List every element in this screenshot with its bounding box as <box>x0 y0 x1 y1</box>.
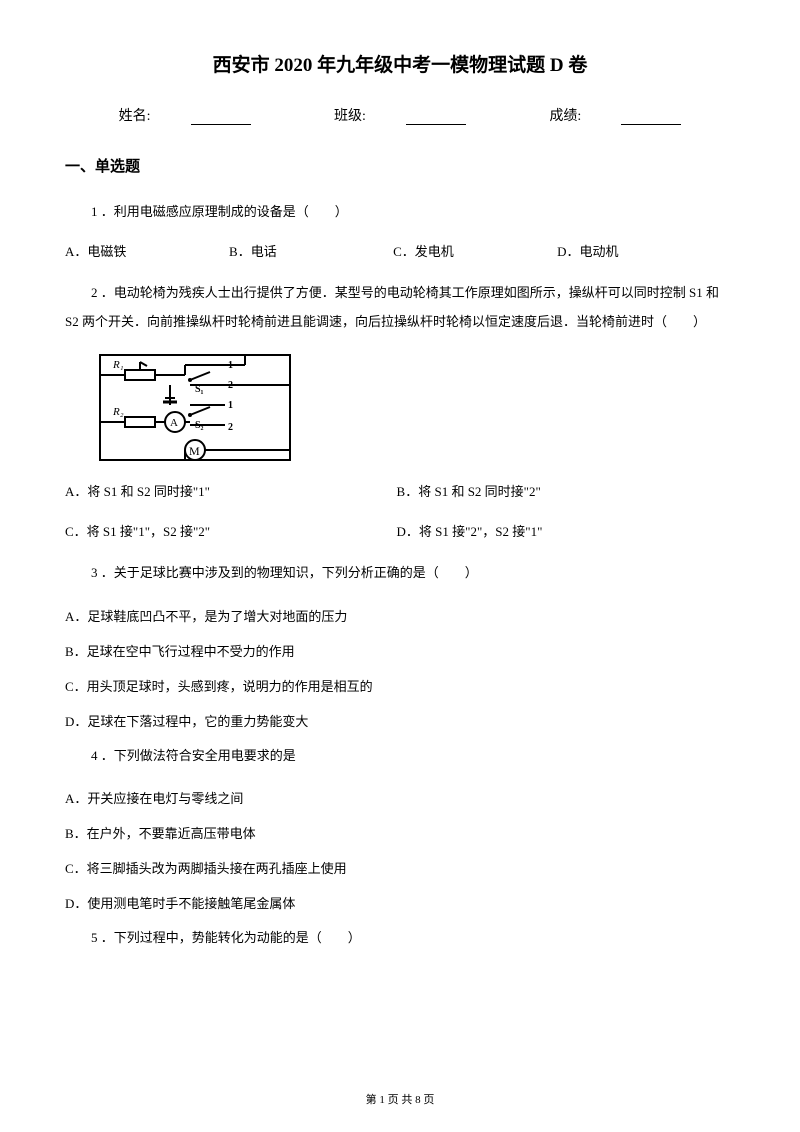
name-label: 姓名: <box>119 109 151 124</box>
svg-text:2: 2 <box>228 422 233 433</box>
page-footer: 第 1 页 共 8 页 <box>0 1091 800 1107</box>
svg-text:M: M <box>189 444 200 458</box>
q2-option-c: C．将 S1 接"1"，S2 接"2" <box>65 519 393 545</box>
q1-option-b: B．电话 <box>229 239 390 265</box>
q4-stem: 4 ．下列做法符合安全用电要求的是 <box>65 742 735 769</box>
q4-option-c: C．将三脚插头改为两脚插头接在两孔插座上使用 <box>65 853 735 884</box>
q3-stem: 3 ．关于足球比赛中涉及到的物理知识，下列分析正确的是（ ） <box>65 559 735 586</box>
q1-options: A．电磁铁 B．电话 C．发电机 D．电动机 <box>65 239 735 265</box>
score-label: 成绩: <box>549 109 581 124</box>
svg-text:R₂: R₂ <box>112 406 124 418</box>
student-info-line: 姓名: 班级: 成绩: <box>65 105 735 125</box>
q2-stem: 2 ．电动轮椅为残疾人士出行提供了方便．某型号的电动轮椅其工作原理如图所示，操纵… <box>65 279 735 336</box>
class-blank <box>406 124 466 125</box>
q3-option-c: C．用头顶足球时，头感到疼，说明力的作用是相互的 <box>65 671 735 702</box>
q2-options-row2: C．将 S1 接"1"，S2 接"2" D．将 S1 接"2"，S2 接"1" <box>65 519 735 545</box>
q1-option-c: C．发电机 <box>393 239 554 265</box>
svg-text:A: A <box>170 417 178 429</box>
name-blank <box>191 124 251 125</box>
q2-option-a: A．将 S1 和 S2 同时接"1" <box>65 479 393 505</box>
section-header: 一、单选题 <box>65 155 735 176</box>
circuit-diagram: R₁ 1 S₁ 2 R₂ A 1 S₂ 2 M <box>95 350 295 465</box>
q4-option-a: A．开关应接在电灯与零线之间 <box>65 783 735 814</box>
svg-text:1: 1 <box>228 400 233 411</box>
q3-option-a: A．足球鞋底凹凸不平，是为了增大对地面的压力 <box>65 601 735 632</box>
class-label: 班级: <box>334 109 366 124</box>
q1-option-a: A．电磁铁 <box>65 239 226 265</box>
q2-options-row1: A．将 S1 和 S2 同时接"1" B．将 S1 和 S2 同时接"2" <box>65 479 735 505</box>
q2-option-d: D．将 S1 接"2"，S2 接"1" <box>397 519 725 545</box>
q3-option-d: D．足球在下落过程中，它的重力势能变大 <box>65 706 735 737</box>
q5-stem: 5 ．下列过程中，势能转化为动能的是（ ） <box>65 924 735 951</box>
score-blank <box>621 124 681 125</box>
page-title: 西安市 2020 年九年级中考一模物理试题 D 卷 <box>65 50 735 77</box>
q4-option-b: B．在户外，不要靠近高压带电体 <box>65 818 735 849</box>
q1-stem: 1 ．利用电磁感应原理制成的设备是（ ） <box>65 198 735 225</box>
q1-option-d: D．电动机 <box>557 239 718 265</box>
q4-option-d: D．使用测电笔时手不能接触笔尾金属体 <box>65 888 735 919</box>
svg-text:R₁: R₁ <box>112 359 124 371</box>
q2-option-b: B．将 S1 和 S2 同时接"2" <box>397 479 725 505</box>
q3-option-b: B．足球在空中飞行过程中不受力的作用 <box>65 636 735 667</box>
